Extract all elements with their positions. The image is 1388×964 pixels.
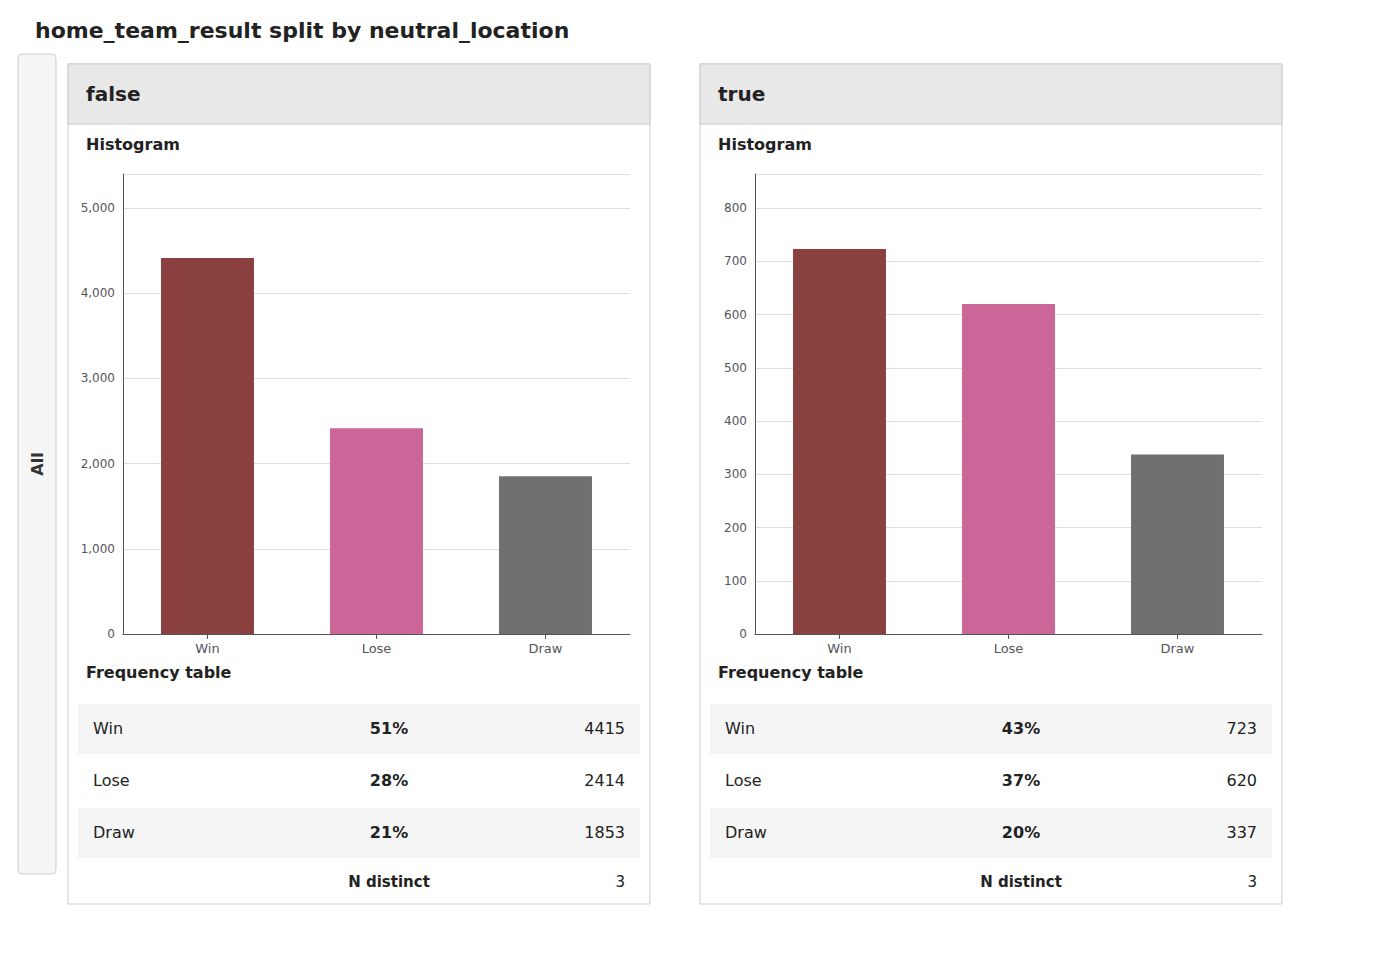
svg-text:N distinct: N distinct: [980, 873, 1062, 891]
svg-text:0: 0: [739, 627, 747, 641]
svg-text:400: 400: [724, 414, 747, 428]
svg-text:337: 337: [1226, 823, 1257, 842]
svg-text:21%: 21%: [370, 823, 408, 842]
svg-text:2,000: 2,000: [81, 457, 115, 471]
svg-text:51%: 51%: [370, 719, 408, 738]
svg-text:1853: 1853: [584, 823, 625, 842]
svg-text:37%: 37%: [1002, 771, 1040, 790]
svg-text:1,000: 1,000: [81, 542, 115, 556]
svg-text:false: false: [86, 82, 141, 106]
svg-text:Win: Win: [195, 641, 219, 656]
svg-text:620: 620: [1226, 771, 1257, 790]
svg-text:Draw: Draw: [93, 823, 135, 842]
svg-text:43%: 43%: [1002, 719, 1040, 738]
svg-text:Histogram: Histogram: [718, 135, 812, 154]
svg-text:100: 100: [724, 574, 747, 588]
svg-text:20%: 20%: [1002, 823, 1040, 842]
svg-text:Win: Win: [827, 641, 851, 656]
svg-text:Frequency table: Frequency table: [718, 663, 864, 682]
svg-text:2414: 2414: [584, 771, 625, 790]
svg-text:Lose: Lose: [725, 771, 762, 790]
svg-text:Lose: Lose: [93, 771, 130, 790]
svg-text:4415: 4415: [584, 719, 625, 738]
svg-text:Draw: Draw: [529, 641, 563, 656]
svg-text:N distinct: N distinct: [348, 873, 430, 891]
svg-text:3: 3: [1247, 873, 1257, 891]
svg-text:All: All: [28, 452, 47, 475]
svg-text:800: 800: [724, 201, 747, 215]
svg-text:0: 0: [107, 627, 115, 641]
svg-text:700: 700: [724, 254, 747, 268]
svg-text:3,000: 3,000: [81, 371, 115, 385]
svg-text:4,000: 4,000: [81, 286, 115, 300]
svg-text:Win: Win: [93, 719, 123, 738]
svg-text:500: 500: [724, 361, 747, 375]
svg-text:Lose: Lose: [362, 641, 392, 656]
svg-text:home_team_result split by neut: home_team_result split by neutral_locati…: [35, 18, 569, 43]
svg-text:Draw: Draw: [1161, 641, 1195, 656]
svg-text:Draw: Draw: [725, 823, 767, 842]
svg-text:5,000: 5,000: [81, 201, 115, 215]
svg-text:Frequency table: Frequency table: [86, 663, 232, 682]
svg-text:200: 200: [724, 521, 747, 535]
svg-text:600: 600: [724, 308, 747, 322]
svg-text:Histogram: Histogram: [86, 135, 180, 154]
svg-text:300: 300: [724, 467, 747, 481]
svg-text:28%: 28%: [370, 771, 408, 790]
svg-text:Lose: Lose: [994, 641, 1024, 656]
svg-text:true: true: [718, 82, 765, 106]
svg-text:Win: Win: [725, 719, 755, 738]
svg-text:723: 723: [1226, 719, 1257, 738]
svg-text:3: 3: [615, 873, 625, 891]
